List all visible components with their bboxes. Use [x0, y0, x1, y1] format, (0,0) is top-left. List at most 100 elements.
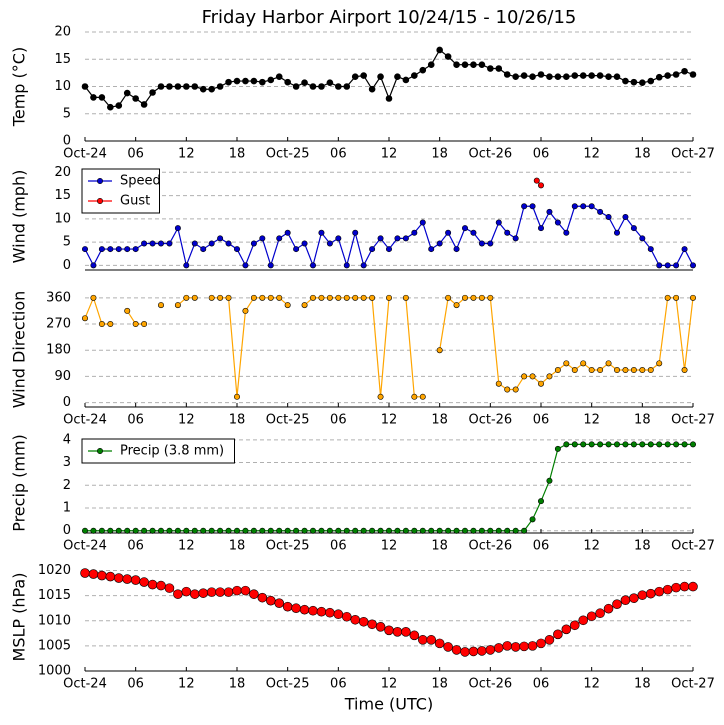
data-point: [257, 592, 268, 603]
y-axis-label: MSLP (hPa): [10, 573, 29, 662]
data-point: [436, 347, 443, 354]
data-point: [436, 240, 443, 247]
data-point: [81, 83, 89, 90]
data-point: [166, 527, 173, 534]
data-point: [588, 441, 595, 448]
data-point: [132, 527, 139, 534]
data-point: [537, 225, 544, 232]
data-point: [664, 441, 671, 448]
data-point: [225, 78, 232, 86]
x-tick-label: 18: [229, 147, 246, 162]
y-tick-label: 1020: [38, 563, 71, 578]
data-point: [656, 262, 663, 269]
data-point: [580, 203, 587, 210]
data-point: [166, 240, 173, 247]
x-tick-label: 12: [178, 539, 195, 554]
data-point: [461, 61, 469, 68]
data-point: [318, 294, 325, 301]
data-point: [654, 586, 665, 597]
data-point: [183, 294, 190, 301]
x-tick-label: 06: [127, 539, 144, 554]
x-tick-label: 06: [127, 413, 144, 428]
data-point: [343, 83, 351, 90]
data-point: [358, 616, 369, 627]
x-tick-label: 12: [583, 539, 600, 554]
data-point: [325, 607, 335, 618]
x-axis-label: Time (UTC): [344, 695, 433, 714]
data-point: [149, 527, 156, 534]
data-point: [512, 73, 519, 80]
data-point: [495, 65, 503, 72]
data-point: [141, 527, 148, 534]
x-tick-label: 18: [634, 413, 651, 428]
data-point: [157, 83, 165, 90]
data-point: [563, 360, 570, 367]
data-point: [656, 360, 663, 367]
data-point: [554, 445, 561, 452]
x-tick-label: 06: [127, 147, 144, 162]
data-point: [503, 71, 511, 78]
data-point: [647, 246, 654, 253]
x-tick-label: 06: [533, 147, 550, 162]
y-axis-label: Wind (mph): [10, 170, 29, 264]
x-tick-label: Oct-27: [671, 539, 715, 554]
y-tick-label: 5: [63, 106, 71, 121]
data-point: [250, 77, 258, 85]
data-point: [689, 262, 696, 269]
x-tick-label: 12: [381, 677, 398, 692]
data-point: [82, 246, 89, 253]
data-point: [533, 177, 540, 184]
data-point: [553, 629, 563, 640]
data-point: [470, 61, 477, 68]
data-point: [198, 588, 209, 598]
data-point: [326, 79, 334, 86]
data-point: [316, 606, 327, 617]
y-tick-label: 10: [54, 211, 71, 226]
data-point: [401, 627, 411, 637]
data-point: [537, 71, 545, 78]
data-point: [369, 294, 376, 301]
data-point: [267, 294, 274, 301]
data-point: [427, 61, 435, 68]
data-point: [394, 73, 401, 80]
data-point: [291, 603, 301, 614]
y-tick-label: 0: [63, 134, 71, 149]
data-point: [554, 219, 561, 226]
x-tick-label: 06: [533, 539, 550, 554]
data-point: [580, 360, 587, 367]
data-point: [679, 581, 690, 592]
data-point: [242, 527, 249, 534]
data-point: [477, 646, 487, 656]
y-tick-label: 20: [54, 165, 71, 180]
data-point: [88, 569, 99, 579]
data-point: [578, 615, 589, 626]
data-point: [392, 627, 403, 637]
data-point: [98, 246, 105, 253]
x-tick-label: 06: [330, 413, 347, 428]
data-point: [673, 294, 680, 301]
data-point: [352, 294, 359, 301]
x-tick-label: Oct-26: [468, 677, 512, 692]
data-point: [647, 367, 654, 374]
data-point: [563, 229, 570, 236]
x-tick-label: 18: [229, 539, 246, 554]
data-point: [199, 85, 207, 93]
data-point: [375, 621, 386, 632]
data-point: [645, 588, 656, 599]
x-tick-label: 12: [178, 147, 195, 162]
x-tick-label: 06: [533, 413, 550, 428]
data-point: [470, 527, 477, 534]
data-point: [107, 527, 114, 534]
data-point: [571, 441, 578, 448]
data-point: [451, 645, 462, 655]
data-point: [318, 83, 325, 90]
x-tick-label: 12: [381, 539, 398, 554]
data-point: [123, 89, 131, 97]
data-point: [233, 77, 241, 85]
data-point: [434, 638, 445, 649]
y-tick-label: 20: [54, 25, 71, 40]
data-point: [417, 635, 428, 645]
y-tick-label: 0: [63, 395, 71, 410]
data-point: [537, 380, 544, 387]
